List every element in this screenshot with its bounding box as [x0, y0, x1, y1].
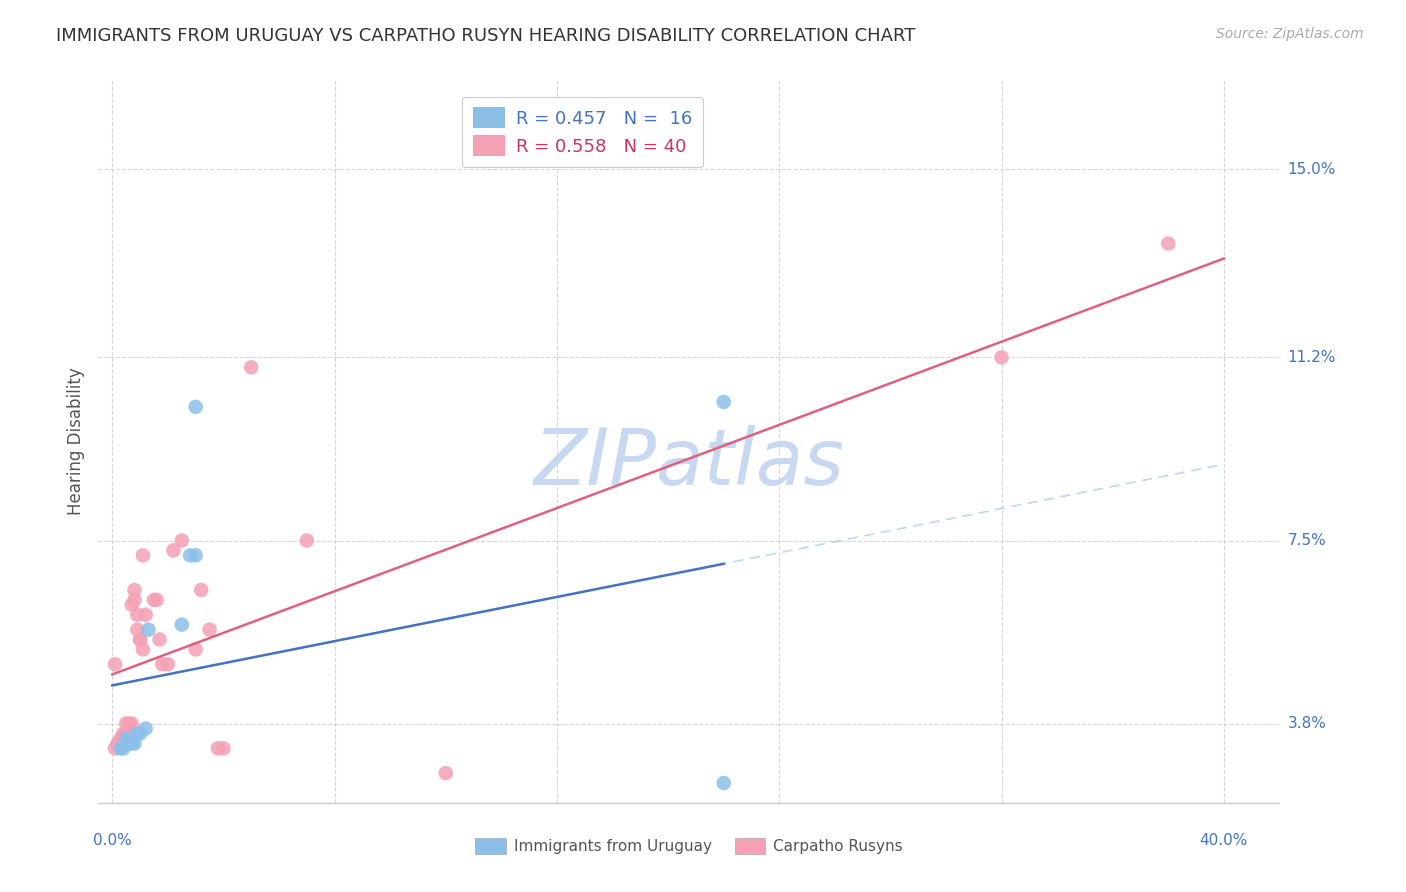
Point — [713, 395, 735, 409]
Text: 0.0%: 0.0% — [93, 833, 132, 848]
Text: 3.8%: 3.8% — [1288, 716, 1327, 731]
Point — [713, 776, 735, 790]
Point — [146, 593, 169, 607]
Point — [990, 351, 1012, 365]
Point — [148, 632, 170, 647]
Point — [170, 617, 193, 632]
Point — [212, 741, 235, 756]
Point — [156, 657, 179, 672]
Point — [1157, 236, 1180, 251]
Point — [112, 741, 135, 756]
Point — [132, 549, 155, 563]
Point — [207, 741, 229, 756]
Point — [110, 736, 132, 750]
Point — [184, 400, 207, 414]
Point — [129, 726, 152, 740]
Point — [127, 607, 149, 622]
Point — [162, 543, 184, 558]
Point — [110, 741, 132, 756]
Point — [129, 632, 152, 647]
Text: 40.0%: 40.0% — [1199, 833, 1249, 848]
Point — [127, 726, 149, 740]
Point — [107, 736, 129, 750]
Point — [138, 623, 160, 637]
Point — [129, 632, 152, 647]
Point — [184, 642, 207, 657]
Text: 11.2%: 11.2% — [1288, 350, 1336, 365]
Point — [240, 360, 263, 375]
Point — [112, 731, 135, 746]
Text: IMMIGRANTS FROM URUGUAY VS CARPATHO RUSYN HEARING DISABILITY CORRELATION CHART: IMMIGRANTS FROM URUGUAY VS CARPATHO RUSY… — [56, 27, 915, 45]
Text: Source: ZipAtlas.com: Source: ZipAtlas.com — [1216, 27, 1364, 41]
Text: 7.5%: 7.5% — [1288, 533, 1326, 548]
Point — [121, 736, 143, 750]
Point — [127, 623, 149, 637]
Point — [184, 549, 207, 563]
Point — [107, 736, 129, 750]
Point — [198, 623, 221, 637]
Point — [143, 593, 166, 607]
Point — [104, 657, 127, 672]
Point — [118, 722, 141, 736]
Y-axis label: Hearing Disability: Hearing Disability — [66, 368, 84, 516]
Point — [115, 726, 138, 740]
Point — [190, 582, 212, 597]
Point — [104, 741, 127, 756]
Point — [132, 642, 155, 657]
Text: ZIPatlas: ZIPatlas — [533, 425, 845, 501]
Point — [135, 607, 157, 622]
Point — [434, 766, 457, 780]
Point — [135, 722, 157, 736]
Point — [150, 657, 173, 672]
Point — [112, 726, 135, 740]
Point — [118, 736, 141, 750]
Point — [124, 582, 146, 597]
Point — [179, 549, 201, 563]
Point — [295, 533, 318, 548]
Point — [115, 731, 138, 746]
Point — [121, 716, 143, 731]
Point — [124, 736, 146, 750]
Point — [124, 593, 146, 607]
Point — [115, 716, 138, 731]
Legend: Immigrants from Uruguay, Carpatho Rusyns: Immigrants from Uruguay, Carpatho Rusyns — [470, 832, 908, 860]
Point — [118, 716, 141, 731]
Point — [110, 731, 132, 746]
Point — [170, 533, 193, 548]
Text: 15.0%: 15.0% — [1288, 161, 1336, 177]
Point — [121, 598, 143, 612]
